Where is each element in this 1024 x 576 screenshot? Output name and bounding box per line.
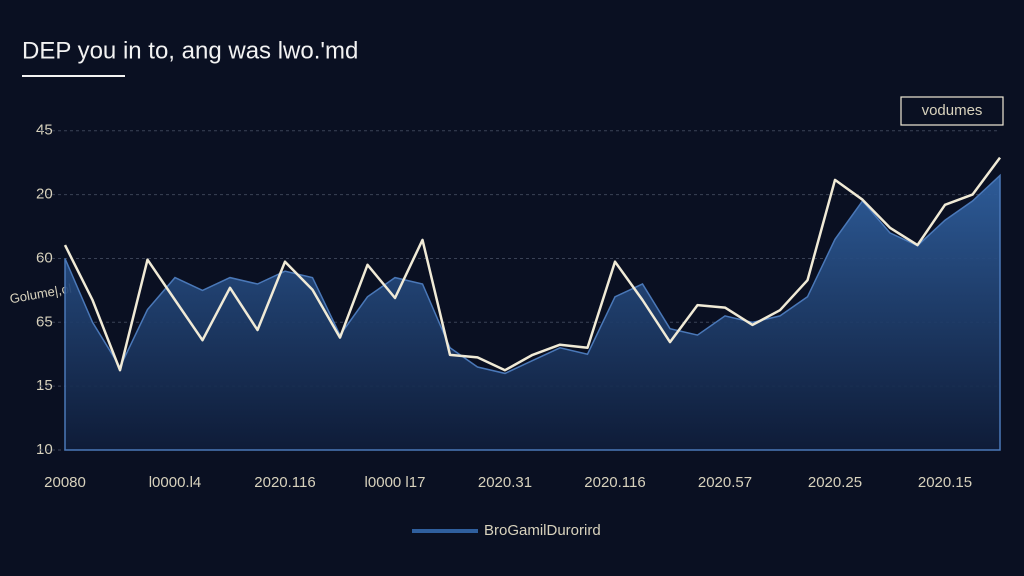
x-tick-label: 2020.116	[254, 474, 315, 491]
y-tick-label: 20	[36, 186, 53, 203]
legend-box	[900, 96, 1004, 126]
x-tick-label: l0000 l17	[365, 474, 426, 491]
x-tick-label: 2020.31	[478, 474, 532, 491]
y-tick-label: 15	[36, 377, 53, 394]
x-tick-label: 20080	[44, 474, 86, 491]
legend-label: vodumes	[922, 102, 983, 119]
x-tick-label: l0000.l4	[149, 474, 202, 491]
x-tick-label: 2020.57	[698, 474, 752, 491]
x-tick-label: 2020.15	[918, 474, 972, 491]
x-tick-label: 2020.25	[808, 474, 862, 491]
y-tick-label: 10	[36, 441, 53, 458]
chart-title: DEP you in to, ang was lwo.'md	[22, 37, 358, 64]
y-tick-label: 65	[36, 313, 53, 330]
line	[63, 156, 1002, 372]
x-tick-label: 2020.116	[584, 474, 645, 491]
legend-label: BroGamilDurorird	[484, 522, 601, 539]
y-tick-label: 45	[36, 122, 53, 139]
y-tick-label: 60	[36, 249, 53, 266]
